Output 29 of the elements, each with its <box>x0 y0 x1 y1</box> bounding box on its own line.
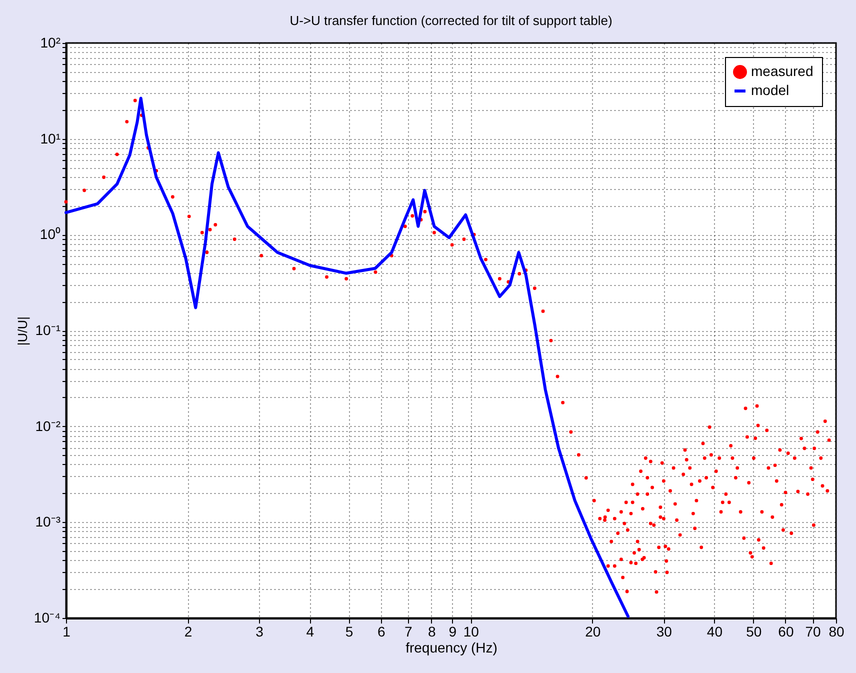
y-tick-label: 10⁰ <box>40 226 60 242</box>
x-tick-label: 1 <box>62 624 71 640</box>
y-tick-label: 10² <box>40 34 61 50</box>
x-tick-label: 3 <box>256 624 264 640</box>
legend-label: model <box>751 82 790 98</box>
x-tick-label: 2 <box>184 624 192 640</box>
x-tick-label: 70 <box>805 624 822 640</box>
x-tick-label: 60 <box>778 624 794 640</box>
x-tick-label: 20 <box>585 624 601 640</box>
x-tick-label: 10 <box>463 624 480 640</box>
chart-title: U->U transfer function (corrected for tilt of support table) <box>290 13 612 28</box>
x-axis-title: frequency (Hz) <box>406 640 498 656</box>
x-tick-label: 7 <box>404 624 413 640</box>
x-tick-label: 30 <box>656 624 672 640</box>
y-tick-label: 10⁻² <box>35 418 61 434</box>
x-tick-label: 40 <box>706 624 723 640</box>
y-axis-title: |U/U| <box>14 316 30 346</box>
x-tick-label: 4 <box>306 624 314 640</box>
y-tick-label: 10⁻¹ <box>35 322 61 338</box>
y-tick-label: 10¹ <box>40 130 61 146</box>
x-tick-label: 6 <box>377 624 386 640</box>
y-tick-label: 10⁻⁴ <box>34 610 60 626</box>
x-tick-label: 5 <box>345 624 354 640</box>
x-tick-label: 80 <box>828 624 844 640</box>
y-tick-label: 10⁻³ <box>35 514 61 530</box>
x-tick-label: 9 <box>448 624 457 640</box>
x-tick-label: 8 <box>428 624 436 640</box>
x-tick-label: 50 <box>746 624 762 640</box>
legend-label: measured <box>751 63 814 79</box>
